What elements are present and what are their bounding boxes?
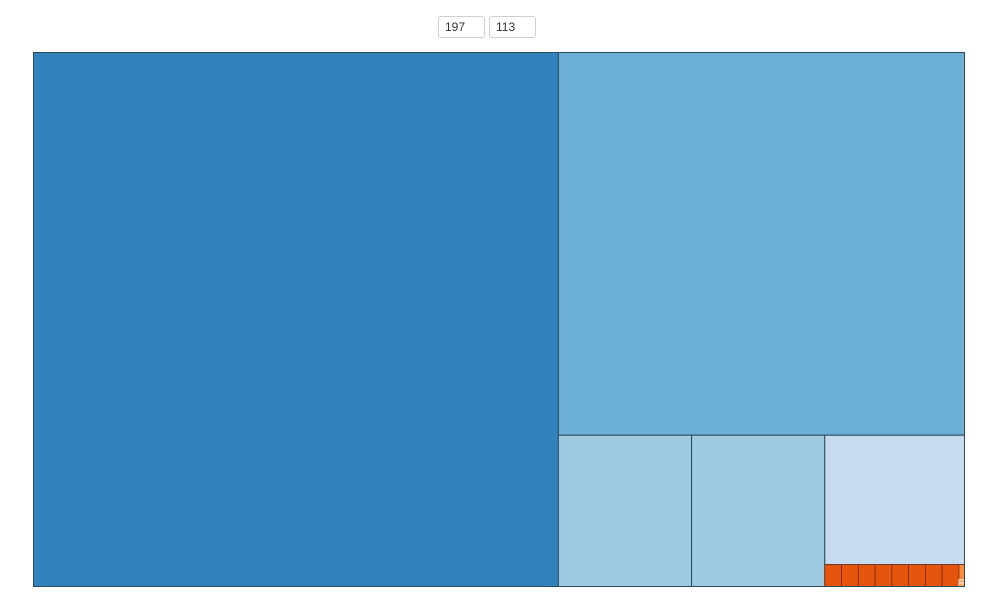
treemap-cell-9: [874, 564, 893, 587]
width-input[interactable]: [438, 16, 485, 38]
treemap-cell-13: [941, 564, 960, 587]
treemap-cell-6: [824, 564, 842, 587]
treemap-cell-4: [691, 434, 826, 587]
treemap-svg: [33, 52, 965, 587]
treemap-cell-10: [891, 564, 910, 587]
treemap-cell-7: [841, 564, 859, 587]
treemap-cell-5: [824, 434, 965, 566]
treemap-cell-12: [924, 564, 943, 587]
size-controls: [438, 16, 536, 38]
treemap-border: [33, 52, 965, 587]
treemap-cell-8: [857, 564, 876, 587]
height-input[interactable]: [489, 16, 536, 38]
treemap-cell-3: [557, 434, 693, 587]
treemap-cell-1: [33, 52, 559, 587]
treemap-cell-2: [557, 52, 965, 436]
treemap-chart: [33, 52, 965, 587]
treemap-cell-11: [908, 564, 926, 587]
